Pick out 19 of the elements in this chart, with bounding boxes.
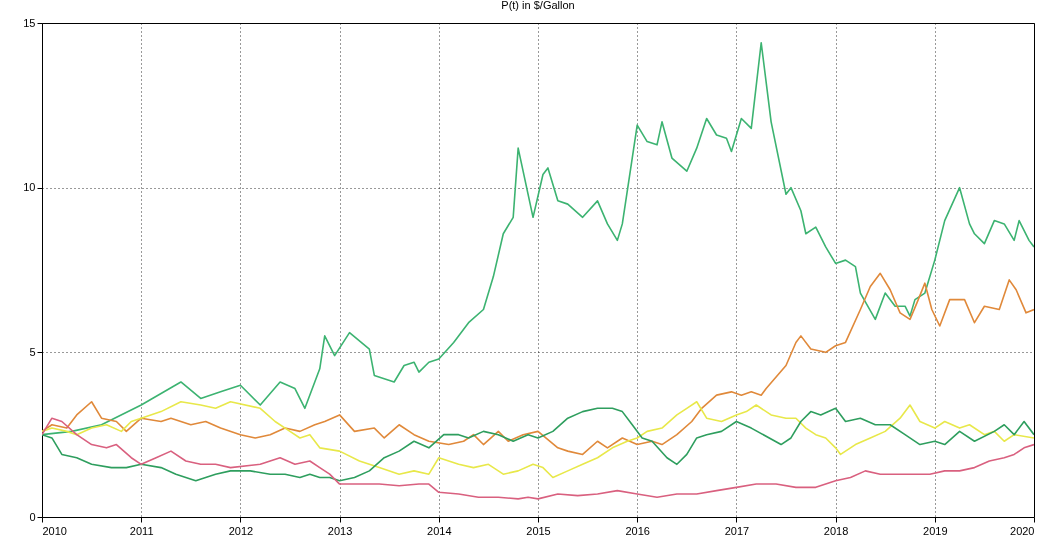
line-series: [42, 417, 1034, 500]
x-tick-label: 2016: [625, 524, 650, 537]
x-tick-label: 2018: [823, 524, 849, 537]
x-tick-label: 2019: [923, 524, 948, 537]
x-tick-label: 2017: [724, 524, 750, 537]
chart-title: P(t) in $/Gallon: [501, 0, 575, 11]
x-tick-label: 2014: [427, 524, 452, 537]
y-tick-label: 0: [29, 510, 36, 523]
y-tick-label: 5: [29, 345, 36, 358]
x-tick-label: 2010: [42, 524, 67, 537]
line-series: [42, 272, 1034, 456]
y-tick-label: 15: [23, 16, 36, 29]
line-series: [42, 41, 1034, 436]
x-tick-label: 2020: [1010, 524, 1035, 537]
x-tick-label: 2015: [526, 524, 551, 537]
y-tick-label: 10: [23, 181, 36, 194]
x-tick-label: 2013: [327, 524, 353, 537]
x-tick-label: 2011: [129, 524, 154, 537]
x-tick-label: 2012: [228, 524, 254, 537]
